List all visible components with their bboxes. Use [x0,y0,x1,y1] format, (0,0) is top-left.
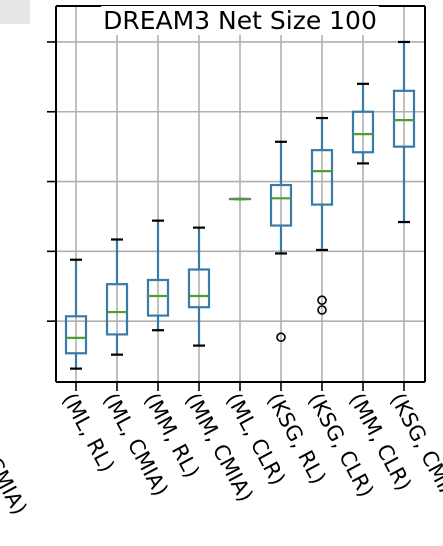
chart-title: DREAM3 Net Size 100 [103,6,377,35]
box-2 [146,219,170,332]
box-body-8 [392,89,416,148]
boxes-group [64,40,416,370]
box-5 [269,140,293,343]
box-0 [64,258,88,370]
box-3 [187,226,211,347]
box-8 [392,40,416,224]
box-6 [310,116,334,315]
title-group: DREAM3 Net Size 100 [101,6,379,35]
title-background [101,6,379,35]
flier-6-0 [317,305,327,315]
box-body-1 [105,283,129,336]
x-tick-labels: (ML, RL)(ML, CMIA)(MM, RL)(MM, CMIA)(ML,… [0,389,443,519]
flier-6-1 [317,295,327,306]
box-body-5 [269,183,293,227]
box-body-3 [187,268,211,309]
top-left-corner-artifact [0,0,30,24]
flier-5-0 [276,332,286,343]
box-7 [351,82,375,165]
neighbor-clipped-label: CMIA) [0,453,32,519]
box-1 [105,238,129,356]
box-body-7 [351,110,375,154]
box-body-2 [146,278,170,317]
box-body-6 [310,149,334,206]
box-body-0 [64,315,88,355]
